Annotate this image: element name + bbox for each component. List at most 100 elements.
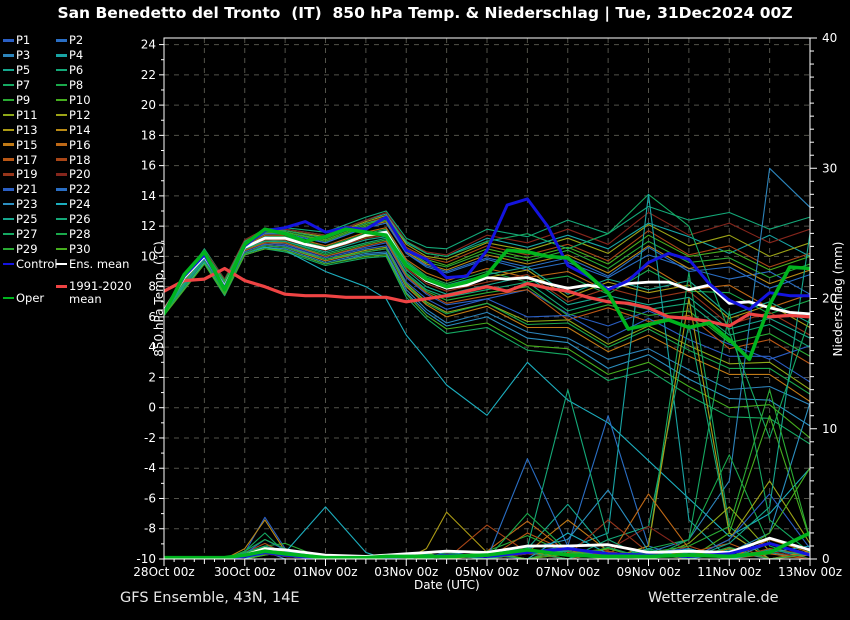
legend-entry-p9: P9 (3, 93, 56, 107)
y-tick-label-left: 24 (141, 38, 156, 52)
legend-swatch-p5 (3, 69, 14, 72)
legend-label-p28: P28 (69, 227, 91, 242)
legend-label-p9: P9 (16, 93, 31, 107)
legend-entry-p8: P8 (56, 78, 161, 92)
legend-label-p4: P4 (69, 48, 84, 63)
legend-member-row: P21 P22 (3, 182, 161, 197)
precip-line-Oper (164, 531, 810, 559)
x-axis-title: Date (UTC) (414, 578, 480, 592)
legend-member-row: P13 P14 (3, 122, 161, 137)
footer-site-name: Wetterzentrale.de (648, 590, 779, 606)
legend-entry-p22: P22 (56, 182, 161, 196)
legend-member-row: P3 P4 (3, 48, 161, 63)
legend-swatch-p25 (3, 217, 14, 221)
legend-swatch-oper (3, 297, 14, 300)
legend-entry-p3: P3 (3, 48, 56, 62)
x-tick-label: 09Nov 00z (616, 565, 680, 579)
legend-swatch-p9 (3, 98, 14, 102)
y-tick-label-left: 16 (141, 159, 156, 173)
legend-entry-p2: P2 (56, 33, 161, 47)
y-tick-label-left: 8 (148, 280, 156, 294)
legend-swatch-p30 (56, 247, 67, 251)
legend-entry-p15: P15 (3, 138, 56, 152)
legend-label-oper: Oper (16, 291, 45, 306)
y-tick-label-right: 20 (822, 292, 837, 306)
legend-entry-p12: P12 (56, 108, 161, 122)
legend-swatch-p16 (56, 143, 67, 146)
legend-member-row: P1 P2 (3, 33, 161, 48)
y-tick-label-left: 20 (141, 98, 156, 112)
legend-label-p7: P7 (16, 78, 31, 93)
legend-swatch-control (3, 262, 14, 265)
legend-label-climate: 1991-2020 mean (69, 279, 132, 306)
legend-entry-p13: P13 (3, 123, 56, 137)
legend-label-p20: P20 (69, 167, 91, 182)
legend-label-p15: P15 (16, 137, 38, 152)
legend-swatch-p22 (56, 188, 67, 191)
legend-bottom-block: Oper 1991-2020 mean (3, 280, 161, 305)
legend-entry-p18: P18 (56, 153, 161, 167)
y-tick-label-left: 0 (148, 401, 156, 415)
legend-member-row: P19 P20 (3, 167, 161, 182)
legend-swatch-p10 (56, 98, 67, 102)
y-tick-label-right: 10 (822, 422, 837, 436)
legend-label-p8: P8 (69, 78, 84, 93)
legend-member-row: P7 P8 (3, 78, 161, 93)
legend-swatch-p17 (3, 158, 14, 161)
legend-member-row: P11 P12 (3, 107, 161, 122)
y-tick-label-left: -4 (144, 461, 156, 475)
y-tick-label-left: -6 (144, 491, 156, 505)
legend-swatch-p3 (3, 54, 14, 57)
legend-swatch-p12 (56, 113, 67, 117)
legend-label-p26: P26 (69, 212, 91, 227)
temp-line-Oper (164, 227, 810, 362)
y-tick-label-left: 4 (148, 340, 156, 354)
x-tick-label: 03Nov 00z (374, 565, 438, 579)
legend-member-row: P15 P16 (3, 137, 161, 152)
legend-entry-p28: P28 (56, 227, 161, 241)
legend-swatch-p6 (56, 69, 67, 72)
legend-entry-p20: P20 (56, 167, 161, 181)
legend-entry-p10: P10 (56, 93, 161, 107)
x-tick-label: 01Nov 00z (293, 565, 357, 579)
legend-entry-p29: P29 (3, 242, 56, 256)
y-tick-label-right: 40 (822, 31, 837, 45)
legend-label-p2: P2 (69, 33, 84, 48)
temp-line-P20 (164, 211, 810, 309)
temp-line-1991-2020-mean (164, 266, 810, 328)
legend-entry-p19: P19 (3, 167, 56, 181)
footer-model-info: GFS Ensemble, 43N, 14E (120, 590, 300, 606)
legend-swatch-p7 (3, 83, 14, 87)
legend-label-p23: P23 (16, 197, 38, 212)
legend-entry-p17: P17 (3, 153, 56, 167)
legend-entry-p4: P4 (56, 48, 161, 62)
temp-line-P22 (164, 222, 810, 310)
legend-swatch-p27 (3, 232, 14, 236)
precip-line-P1 (164, 516, 810, 559)
legend-entry-p23: P23 (3, 197, 56, 211)
legend-entry-p16: P16 (56, 138, 161, 152)
legend-swatch-p4 (56, 54, 67, 57)
legend-entry-p14: P14 (56, 123, 161, 137)
legend-member-row: P27 P28 (3, 227, 161, 242)
legend-label-p10: P10 (69, 93, 91, 107)
legend-swatch-p19 (3, 173, 14, 176)
y-tick-label-left: -2 (144, 431, 156, 445)
legend-label-ens-mean: Ens. mean (69, 256, 130, 271)
y-tick-label-right: 0 (822, 552, 830, 566)
y-tick-label-left: -10 (136, 552, 156, 566)
y-tick-label-left: 22 (141, 68, 156, 82)
legend-swatch-p2 (56, 39, 67, 42)
legend-entry-p1: P1 (3, 33, 56, 47)
precip-line-P7 (164, 271, 810, 559)
legend-member-row: P29 P30 (3, 241, 161, 256)
y-tick-label-left: 12 (141, 219, 156, 233)
page-title: San Benedetto del Tronto (IT) 850 hPa Te… (57, 4, 793, 22)
temp-line-Ens--mean (164, 230, 810, 316)
legend-entry-p7: P7 (3, 78, 56, 92)
y-tick-label-right: 30 (822, 161, 837, 175)
legend-label-p18: P18 (69, 152, 91, 167)
legend-label-p11: P11 (16, 107, 38, 122)
legend-entry-p21: P21 (3, 182, 56, 196)
